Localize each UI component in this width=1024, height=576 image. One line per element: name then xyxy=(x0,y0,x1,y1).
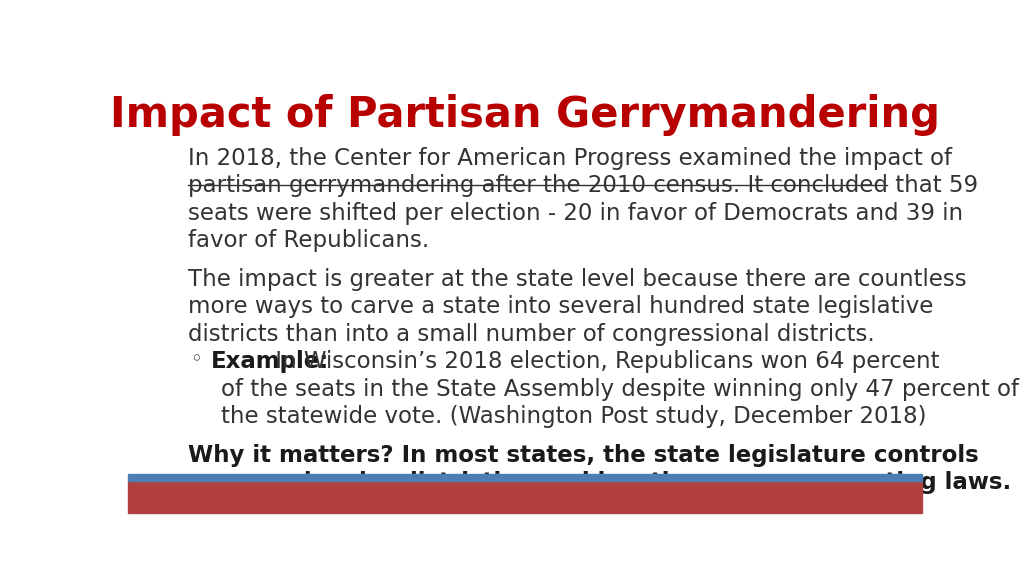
Bar xyxy=(128,481,922,513)
Text: Why it matters? In most states, the state legislature controls: Why it matters? In most states, the stat… xyxy=(187,444,978,467)
Text: partisan gerrymandering after the 2010 census. It concluded that 59: partisan gerrymandering after the 2010 c… xyxy=(187,174,978,197)
Text: of the seats in the State Assembly despite winning only 47 percent of: of the seats in the State Assembly despi… xyxy=(221,378,1019,401)
Text: congressional redistricting and has the power over voting laws.: congressional redistricting and has the … xyxy=(187,471,1011,494)
Bar xyxy=(128,475,922,481)
Text: districts than into a small number of congressional districts.: districts than into a small number of co… xyxy=(187,323,874,346)
Text: In 2018, the Center for American Progress examined the impact of: In 2018, the Center for American Progres… xyxy=(187,147,951,170)
Text: seats were shifted per election - 20 in favor of Democrats and 39 in: seats were shifted per election - 20 in … xyxy=(187,202,963,225)
Text: The impact is greater at the state level because there are countless: The impact is greater at the state level… xyxy=(187,268,967,291)
Text: the statewide vote. (Washington Post study, December 2018): the statewide vote. (Washington Post stu… xyxy=(221,406,927,429)
Text: Example:: Example: xyxy=(211,350,330,373)
Text: favor of Republicans.: favor of Republicans. xyxy=(187,229,429,252)
Text: In Wisconsin’s 2018 election, Republicans won 64 percent: In Wisconsin’s 2018 election, Republican… xyxy=(268,350,940,373)
Text: more ways to carve a state into several hundred state legislative: more ways to carve a state into several … xyxy=(187,295,933,319)
Text: ◦: ◦ xyxy=(191,350,204,369)
Text: Impact of Partisan Gerrymandering: Impact of Partisan Gerrymandering xyxy=(110,93,940,135)
